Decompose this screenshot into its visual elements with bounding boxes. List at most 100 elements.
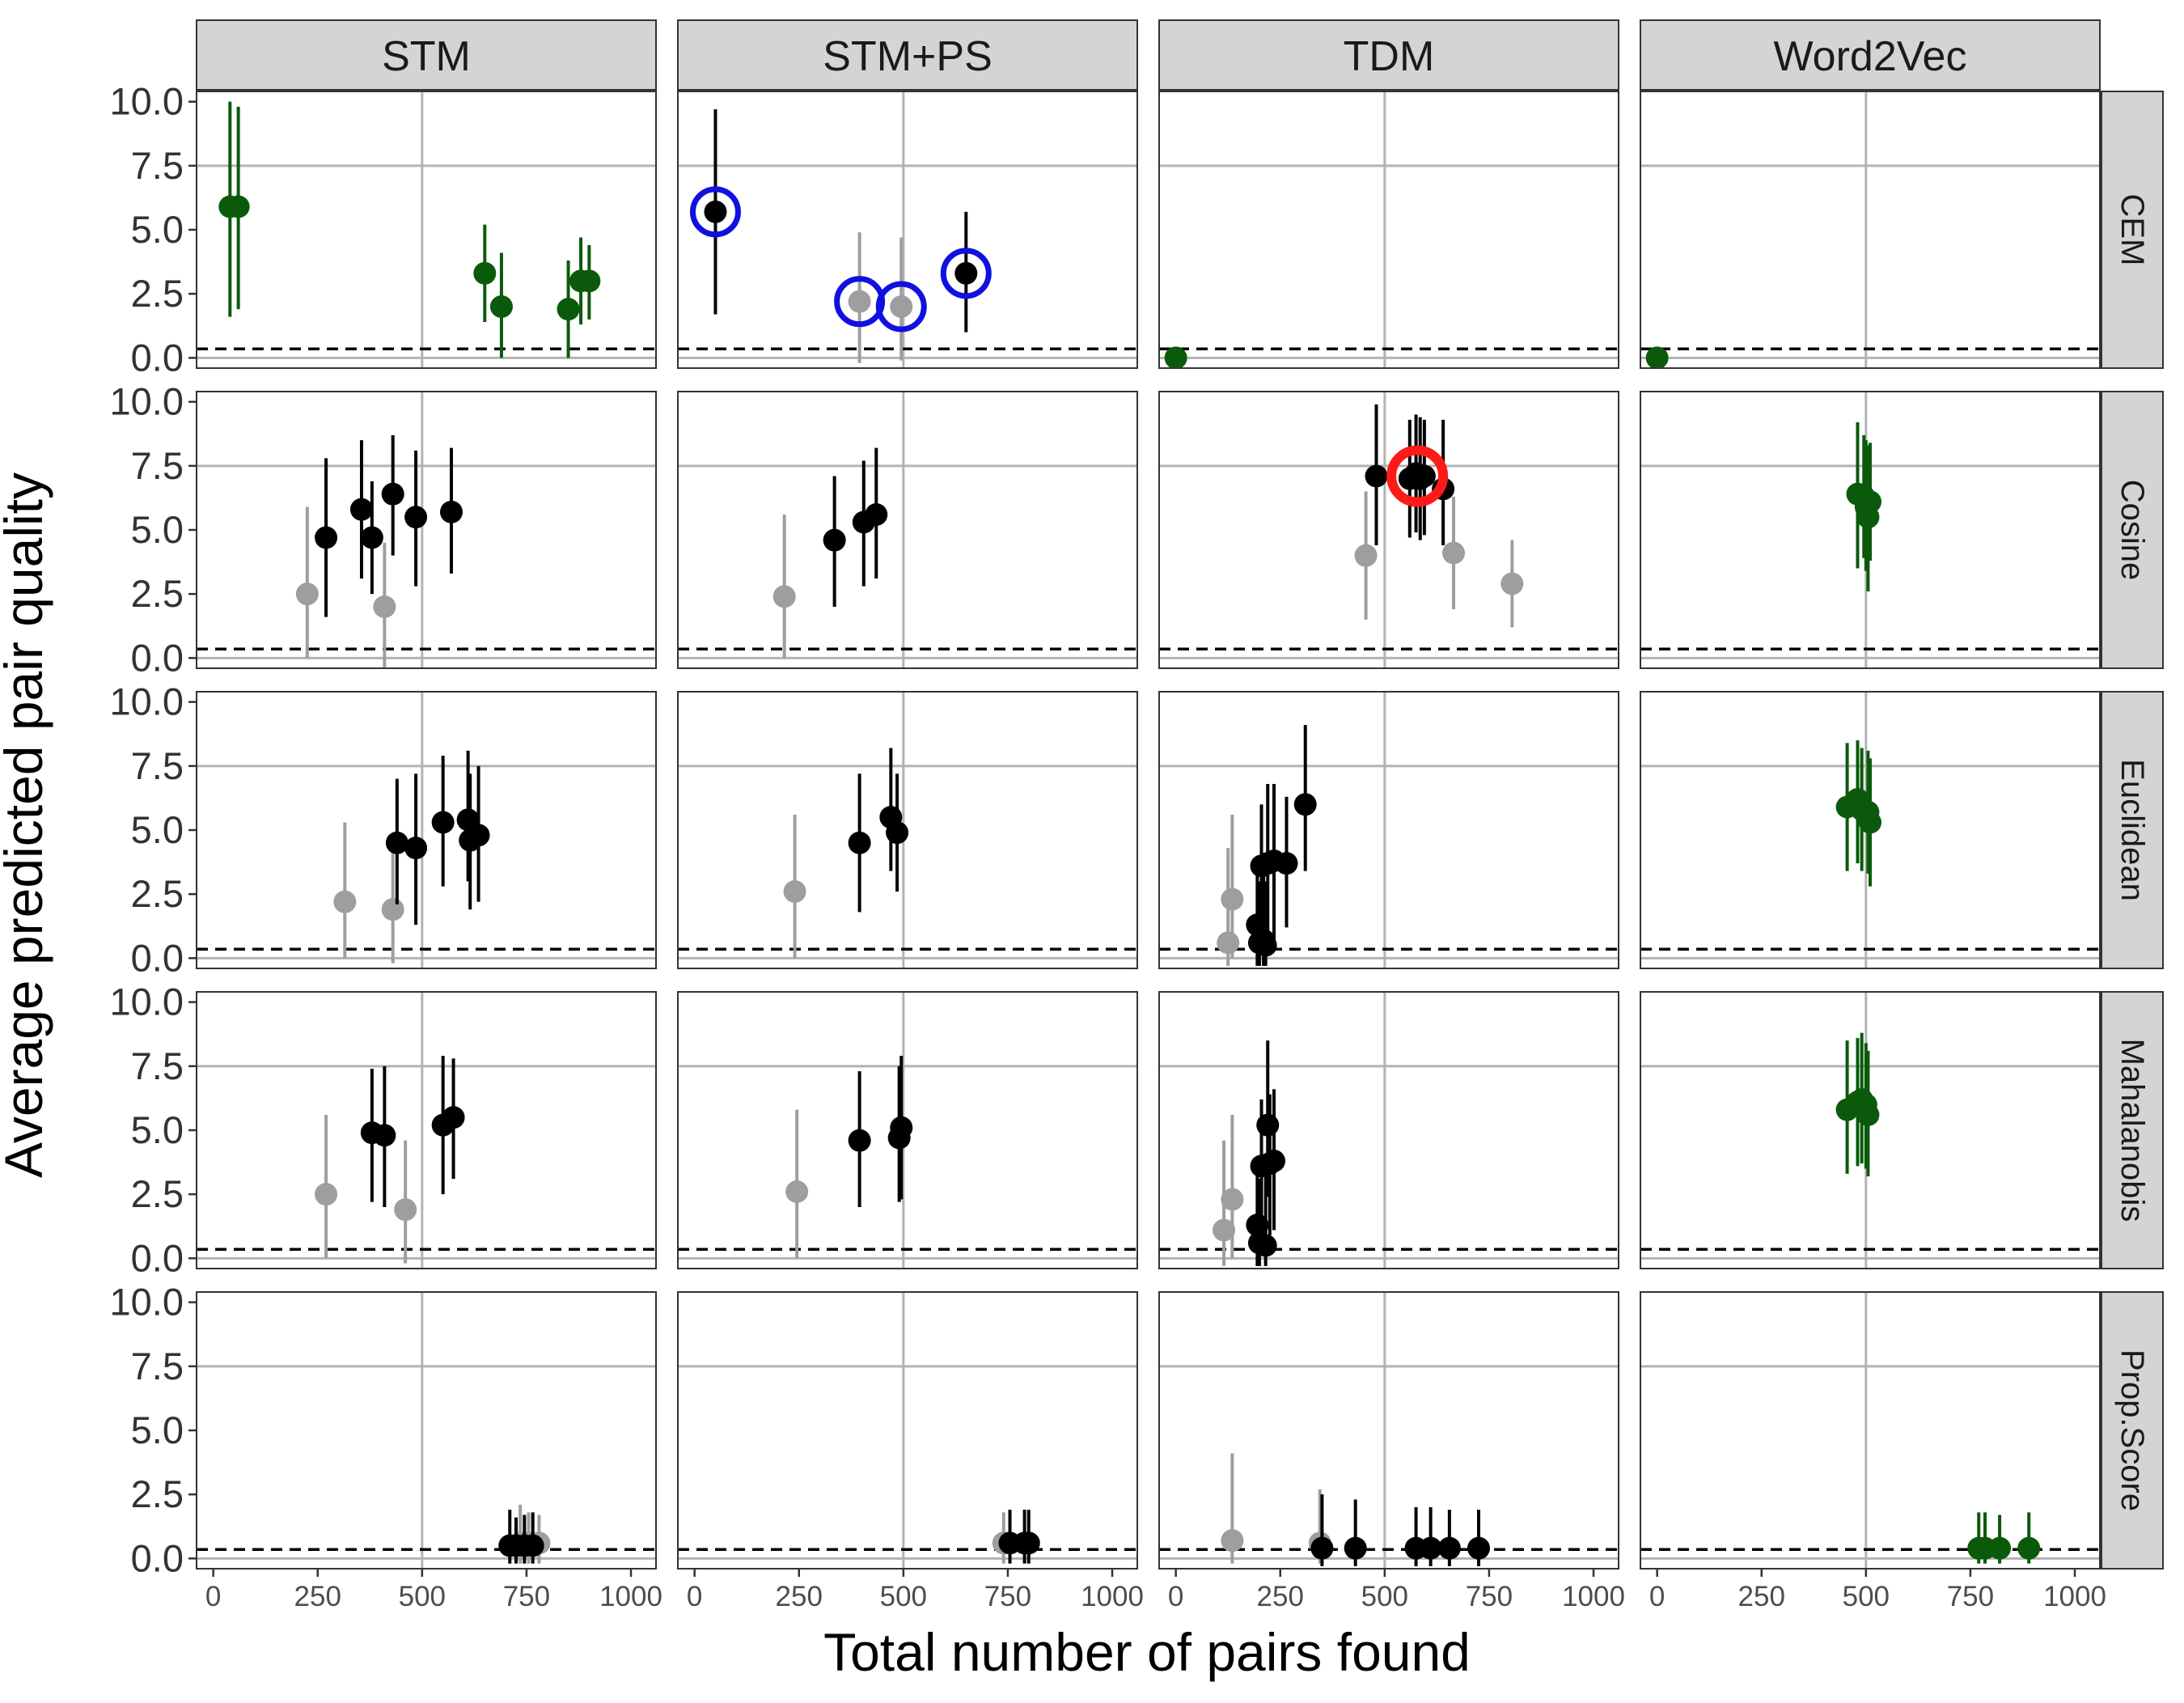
- x-tick-label: 0: [205, 1581, 221, 1612]
- panel-background: [197, 392, 656, 668]
- panel-border: [677, 1291, 1138, 1570]
- panel-background: [678, 392, 1137, 668]
- column-label: STM: [382, 33, 471, 80]
- y-tick-label: 5.0: [131, 508, 184, 551]
- data-point: [1859, 490, 1881, 514]
- panel-points: [333, 750, 490, 964]
- panel-marks: [992, 1510, 1040, 1564]
- facet-panel: [1640, 91, 2100, 368]
- data-point: [349, 498, 373, 521]
- x-tick-label: 250: [294, 1581, 341, 1612]
- data-point: [886, 821, 909, 845]
- data-point: [865, 503, 888, 526]
- x-tick-label: 0: [1168, 1581, 1183, 1612]
- panel-border: [1158, 391, 1619, 669]
- facet-panel: [1159, 692, 1619, 968]
- facet-panel: [1159, 392, 1619, 668]
- data-point: [1256, 1113, 1280, 1137]
- y-axes: 0.02.55.07.510.00.02.55.07.510.00.02.55.…: [110, 80, 197, 1579]
- y-tick-label: 0.0: [131, 1536, 184, 1579]
- panel-marks: [689, 109, 992, 363]
- panel-points: [315, 1056, 465, 1264]
- data-point: [373, 595, 396, 618]
- facet-panel: [1159, 91, 1619, 368]
- row-label: Cosine: [2114, 480, 2150, 581]
- panel-border: [1640, 91, 2101, 369]
- y-tick-label: 0.0: [131, 636, 184, 679]
- column-strip: [677, 19, 1138, 91]
- highlight-ring-blue: [689, 186, 741, 238]
- panel-background: [197, 692, 656, 968]
- data-point: [473, 261, 497, 285]
- row-strip: [2101, 391, 2164, 669]
- x-tick-label: 750: [1466, 1581, 1513, 1612]
- panel-background: [1640, 1292, 2100, 1569]
- data-point: [848, 831, 871, 854]
- panel-background: [1159, 392, 1619, 668]
- panel-points: [1221, 1453, 1491, 1566]
- facet-panel: [678, 1292, 1137, 1569]
- y-tick-label: 0.0: [131, 1236, 184, 1279]
- row-label: CEM: [2114, 194, 2150, 266]
- row-label: Mahalanobis: [2114, 1039, 2150, 1222]
- data-point: [360, 526, 383, 549]
- column-label: Word2Vec: [1774, 33, 1967, 80]
- data-point: [1645, 346, 1669, 368]
- row-label: Prop.Score: [2114, 1349, 2150, 1511]
- data-point: [848, 1129, 871, 1152]
- panel-marks: [295, 434, 463, 668]
- panel-points: [1213, 1040, 1285, 1266]
- panel-background: [1159, 91, 1619, 368]
- facet-panel: [197, 392, 656, 668]
- data-point: [1293, 793, 1317, 816]
- data-point: [1365, 464, 1388, 488]
- panel-border: [1158, 691, 1619, 969]
- data-point: [521, 1534, 544, 1557]
- panel-background: [1159, 692, 1619, 968]
- data-point: [373, 1124, 396, 1147]
- data-point: [1221, 1188, 1244, 1211]
- data-point: [394, 1198, 417, 1222]
- panel-points: [295, 434, 463, 668]
- panel-marks: [772, 447, 888, 659]
- data-point: [954, 261, 978, 285]
- row-strip: [2101, 691, 2164, 969]
- data-point: [404, 506, 428, 529]
- data-point: [489, 295, 513, 318]
- panel-marks: [1164, 346, 1187, 368]
- x-tick-label: 500: [399, 1581, 446, 1612]
- data-point: [439, 500, 463, 523]
- panel-border: [1158, 1291, 1619, 1570]
- data-point: [1856, 1104, 1880, 1126]
- panels: [196, 91, 2101, 1570]
- highlight-ring-blue: [940, 248, 992, 299]
- data-point: [1254, 1234, 1277, 1257]
- panel-background: [1640, 992, 2100, 1269]
- panel-marks: [785, 1056, 913, 1259]
- panel-background: [197, 992, 656, 1269]
- y-tick-label: 2.5: [131, 572, 184, 615]
- row-strip: [2101, 991, 2164, 1269]
- data-point: [1859, 811, 1881, 834]
- facet-panel: [197, 992, 656, 1269]
- panel-marks: [498, 1504, 551, 1564]
- data-point: [226, 195, 250, 218]
- data-point: [442, 1106, 465, 1129]
- y-tick-label: 7.5: [131, 744, 184, 787]
- panel-border: [677, 691, 1138, 969]
- row-label: Euclidean: [2114, 759, 2150, 901]
- column-strip: [1158, 19, 1619, 91]
- highlight-ring-red: [1386, 445, 1449, 507]
- data-point: [431, 811, 455, 834]
- panel-marks: [1645, 346, 1669, 368]
- data-point: [890, 295, 913, 318]
- row-strip: [2101, 91, 2164, 369]
- data-point: [1221, 1529, 1244, 1553]
- panel-border: [1640, 391, 2101, 669]
- facet-panel: [197, 692, 656, 968]
- x-tick-label: 250: [776, 1581, 823, 1612]
- data-point: [1217, 931, 1240, 955]
- data-point: [848, 290, 871, 313]
- panel-marks: [783, 748, 909, 959]
